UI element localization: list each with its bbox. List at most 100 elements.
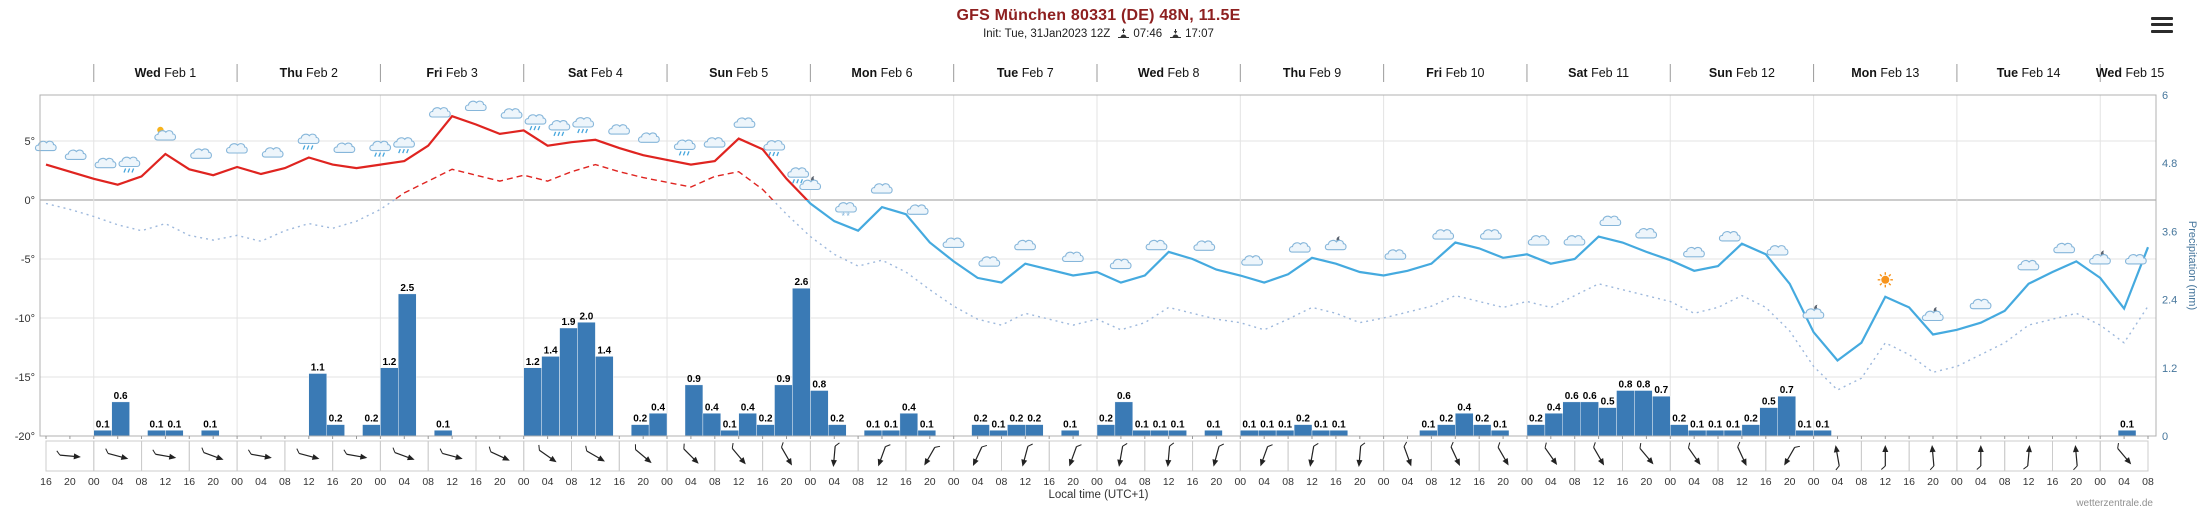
rain-icon — [393, 137, 415, 154]
precip-bar — [1759, 407, 1778, 437]
rain-icon — [572, 117, 595, 134]
precip-bar — [559, 327, 578, 437]
suncloud-icon — [154, 126, 177, 141]
precip-value: 0.1 — [1063, 419, 1077, 430]
hour-tick-label: 12 — [2023, 476, 2035, 488]
wind-arrow — [439, 448, 463, 460]
wind-arrow — [731, 443, 746, 465]
precip-bar — [2117, 430, 2137, 437]
hour-tick-label: 16 — [1760, 476, 1772, 488]
precip-bar — [434, 430, 453, 437]
svg-text:*: * — [841, 211, 845, 221]
snow-icon: * * — [835, 202, 857, 221]
precip-bar — [1132, 430, 1151, 437]
wind-arrow — [2023, 445, 2032, 470]
precip-value: 0.7 — [1780, 385, 1794, 396]
wind-arrow — [247, 449, 272, 460]
hour-tick-label: 16 — [2047, 476, 2059, 488]
sunrise-icon — [1118, 28, 1130, 38]
wind-arrow — [1639, 443, 1654, 465]
precip-bar — [702, 413, 722, 437]
cloud-icon — [733, 117, 756, 128]
precip-bar — [738, 413, 757, 437]
hour-tick-label: 16 — [327, 476, 339, 488]
precip-bar — [1150, 430, 1169, 437]
precip-tick-label: 0 — [2162, 431, 2168, 443]
precip-bar — [631, 424, 650, 437]
menu-icon[interactable] — [2151, 13, 2173, 36]
hour-tick-label: 12 — [1163, 476, 1175, 488]
hour-tick-label: 20 — [1784, 476, 1796, 488]
precip-value: 0.1 — [1314, 419, 1328, 430]
hour-tick-label: 08 — [1139, 476, 1151, 488]
precip-bar — [1526, 424, 1546, 437]
hour-tick-label: 00 — [1664, 476, 1676, 488]
hour-tick-label: 04 — [255, 476, 267, 488]
hour-tick-label: 16 — [1473, 476, 1485, 488]
wind-arrow — [56, 450, 81, 460]
precip-bar — [111, 401, 130, 437]
hour-tick-label: 00 — [375, 476, 387, 488]
precip-bar — [362, 424, 381, 437]
hour-tick-label: 12 — [1736, 476, 1748, 488]
hour-tick-label: 08 — [1856, 476, 1868, 488]
precip-bar — [774, 384, 793, 437]
hour-tick-label: 16 — [1330, 476, 1342, 488]
precip-bar — [1723, 430, 1743, 437]
precip-value: 0.8 — [812, 380, 826, 391]
precip-value: 0.1 — [1135, 419, 1149, 430]
precip-value: 1.4 — [544, 345, 558, 356]
wind-arrow — [1929, 445, 1936, 471]
mooncloud-icon — [2089, 249, 2111, 265]
hour-tick-label: 04 — [2118, 476, 2130, 488]
wind-arrow — [1687, 442, 1701, 466]
precip-tick-label: 1.2 — [2162, 363, 2177, 375]
hour-tick-label: 08 — [709, 476, 721, 488]
wind-arrow — [201, 447, 224, 461]
precip-value: 0.6 — [1583, 391, 1597, 402]
wind-arrow — [1212, 443, 1224, 467]
wind-arrow — [1593, 442, 1605, 466]
precip-bar — [1652, 396, 1671, 437]
precip-bar — [1007, 424, 1026, 437]
cloud-icon — [1599, 215, 1622, 227]
precip-value: 0.1 — [96, 419, 110, 430]
precip-value: 0.4 — [741, 402, 755, 413]
precip-value: 0.1 — [866, 419, 880, 430]
precip-value: 0.1 — [1798, 419, 1812, 430]
temp-tick-label: -15° — [15, 372, 35, 384]
hour-tick-label: 04 — [112, 476, 124, 488]
precip-bar — [1257, 430, 1277, 437]
precip-value: 0.2 — [974, 414, 988, 425]
precip-value: 0.8 — [1636, 380, 1650, 391]
hour-tick-label: 20 — [781, 476, 793, 488]
precip-bar — [1168, 430, 1187, 437]
plot-frame — [39, 94, 2157, 437]
cloud-icon — [1193, 240, 1216, 251]
hour-tick-label: 12 — [876, 476, 888, 488]
precip-bar — [810, 390, 829, 437]
hour-tick-label: 00 — [1808, 476, 1820, 488]
precip-value: 0.4 — [902, 402, 916, 413]
day-label: Mon Feb 13 — [1851, 66, 1919, 80]
wind-arrow — [1497, 442, 1509, 466]
hour-tick-label: 04 — [398, 476, 410, 488]
hour-tick-label: 16 — [1043, 476, 1055, 488]
cloud-icon — [1145, 239, 1168, 251]
hour-tick-label: 00 — [948, 476, 960, 488]
precip-bar — [1813, 430, 1832, 437]
hour-tick-label: 00 — [1951, 476, 1963, 488]
hour-tick-label: 04 — [1975, 476, 1987, 488]
wind-arrow — [1544, 442, 1558, 466]
hour-tick-label: 12 — [1306, 476, 1318, 488]
rain-icon — [787, 167, 810, 184]
cloud-icon — [1014, 239, 1036, 251]
precip-bar — [1240, 430, 1259, 437]
rain-icon — [369, 140, 392, 157]
precip-bar — [971, 424, 990, 437]
wind-arrow — [1737, 441, 1747, 466]
hour-tick-label: 08 — [1282, 476, 1294, 488]
precip-bar — [523, 367, 542, 437]
gridlines — [40, 95, 2156, 436]
